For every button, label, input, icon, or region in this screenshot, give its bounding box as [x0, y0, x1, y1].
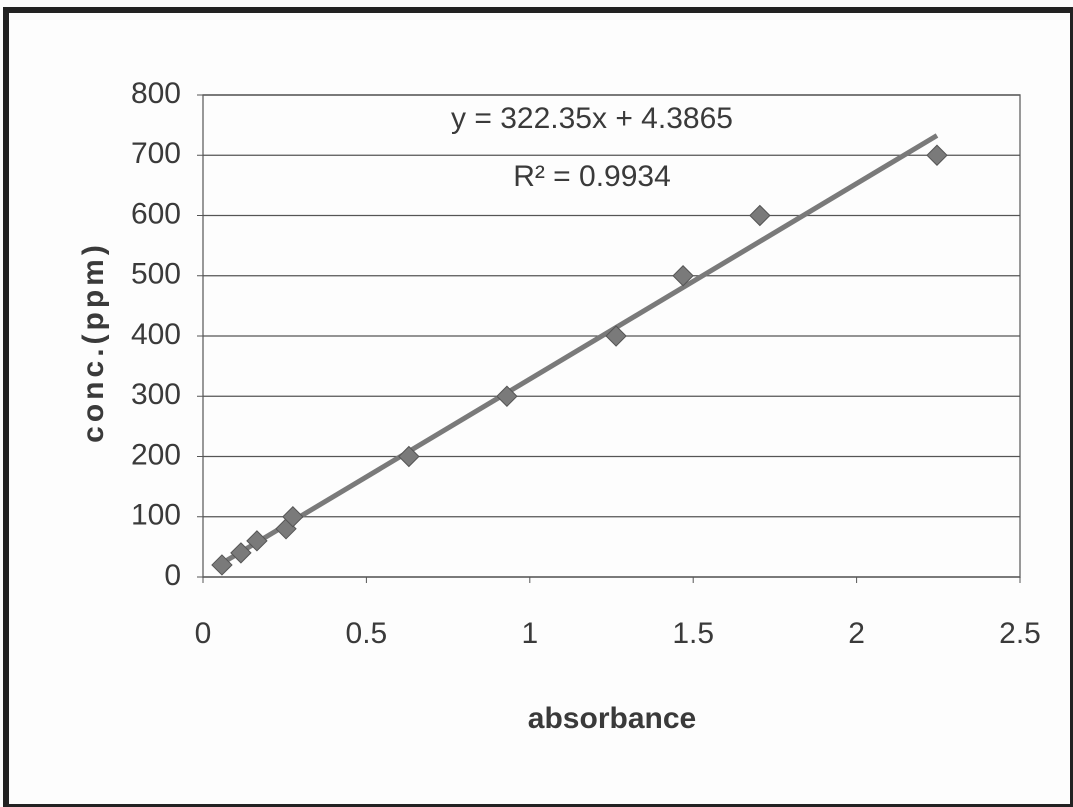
y-tick-label: 300	[131, 378, 181, 411]
chart: absorbance conc.(ppm) y = 322.35x + 4.38…	[0, 0, 1073, 807]
y-tick-label: 700	[131, 137, 181, 170]
y-tick-label: 0	[164, 559, 181, 592]
y-tick-label: 400	[131, 318, 181, 351]
y-tick-label: 500	[131, 258, 181, 291]
y-tick-label: 100	[131, 499, 181, 532]
y-tick-label: 600	[131, 197, 181, 230]
r-squared: R² = 0.9934	[513, 160, 671, 193]
x-tick-label: 2	[848, 617, 865, 650]
x-tick-label: 0	[195, 617, 212, 650]
y-tick-label: 800	[131, 77, 181, 110]
x-tick-label: 1.5	[672, 617, 714, 650]
equation: y = 322.35x + 4.3865	[451, 102, 733, 135]
x-axis-title: absorbance	[528, 702, 696, 735]
x-tick-label: 0.5	[346, 617, 388, 650]
x-tick-label: 1	[521, 617, 538, 650]
page: absorbance conc.(ppm) y = 322.35x + 4.38…	[0, 0, 1073, 807]
x-tick-label: 2.5	[999, 617, 1041, 650]
y-tick-label: 200	[131, 438, 181, 471]
y-axis-title: conc.(ppm)	[77, 241, 110, 443]
